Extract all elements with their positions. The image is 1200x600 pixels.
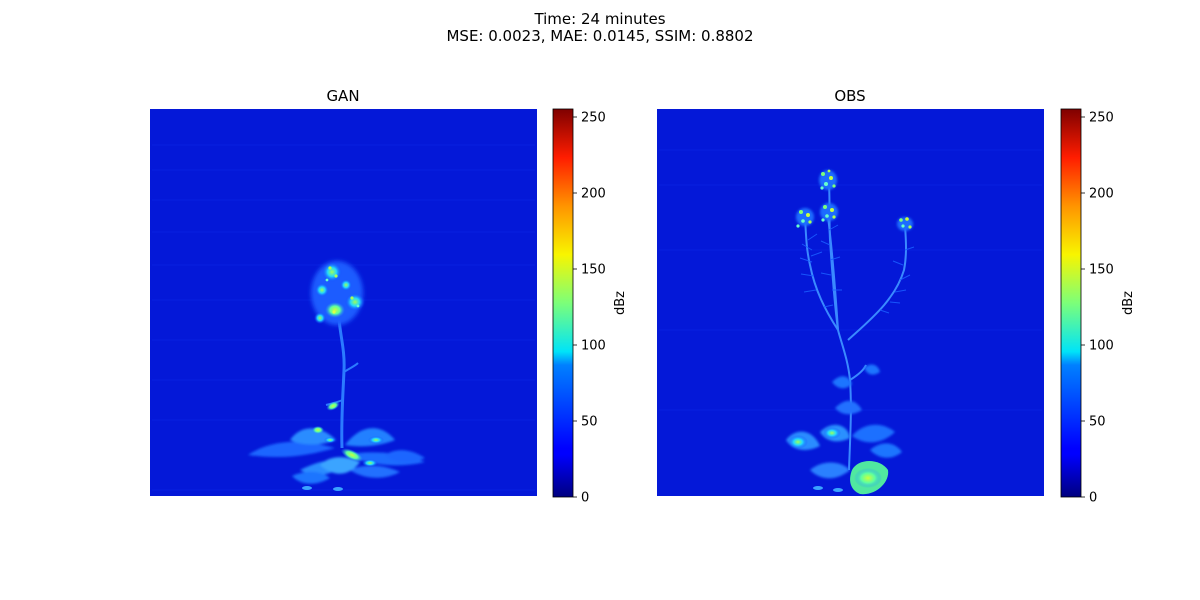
gan-plant: [248, 261, 425, 491]
figure-title-line2: MSE: 0.0023, MAE: 0.0145, SSIM: 0.8802: [446, 27, 753, 45]
gan-colorbar-tick-150: 150: [581, 263, 606, 278]
obs-colorbar-tick-50: 50: [1089, 415, 1106, 430]
obs-leaf-highlights: [788, 427, 889, 495]
obs-colorbar-scale: [1060, 108, 1082, 498]
gan-colorbar-tick-100: 100: [581, 339, 606, 354]
gan-colorbar-ticks: [573, 116, 577, 498]
panel-obs-title: OBS: [834, 87, 865, 105]
gan-flower-cluster: [311, 261, 365, 325]
panel-obs: OBS: [657, 87, 1136, 506]
obs-flower-cluster-center: [820, 203, 838, 222]
obs-colorbar: 0 50 100 150 200 250 dBz: [1060, 108, 1136, 506]
obs-colorbar-tick-0: 0: [1089, 491, 1097, 506]
obs-colorbar-ticks: [1081, 116, 1085, 498]
obs-image: [657, 109, 1044, 496]
obs-colorbar-label: dBz: [1121, 291, 1136, 315]
obs-stems: [804, 184, 907, 471]
gan-colorbar-tick-0: 0: [581, 491, 589, 506]
obs-plant: [786, 169, 915, 495]
obs-flower-cluster-right: [897, 217, 913, 231]
gan-stem: [337, 317, 346, 449]
panel-gan-title: GAN: [326, 87, 359, 105]
obs-flower-clusters: [796, 169, 913, 231]
gan-colorbar-tick-50: 50: [581, 415, 598, 430]
gan-leaves: [248, 428, 425, 484]
obs-colorbar-tick-100: 100: [1089, 339, 1114, 354]
gan-colorbar-scale: [552, 108, 574, 498]
gan-image: [150, 109, 537, 496]
gan-colorbar-label: dBz: [613, 291, 628, 315]
obs-seed-pods: [799, 224, 915, 314]
gan-leaf-highlights: [302, 401, 384, 491]
gan-colorbar: 0 50 100 150 200 250 dBz: [552, 108, 628, 506]
figure-title-line1: Time: 24 minutes: [533, 10, 665, 28]
panel-gan: GAN: [150, 87, 628, 506]
obs-flower-cluster-top: [819, 169, 837, 190]
obs-colorbar-tick-150: 150: [1089, 263, 1114, 278]
gan-colorbar-tick-250: 250: [581, 111, 606, 126]
obs-flower-cluster-left: [796, 208, 814, 228]
gan-colorbar-tick-200: 200: [581, 187, 606, 202]
obs-colorbar-tick-250: 250: [1089, 111, 1114, 126]
obs-colorbar-tick-200: 200: [1089, 187, 1114, 202]
